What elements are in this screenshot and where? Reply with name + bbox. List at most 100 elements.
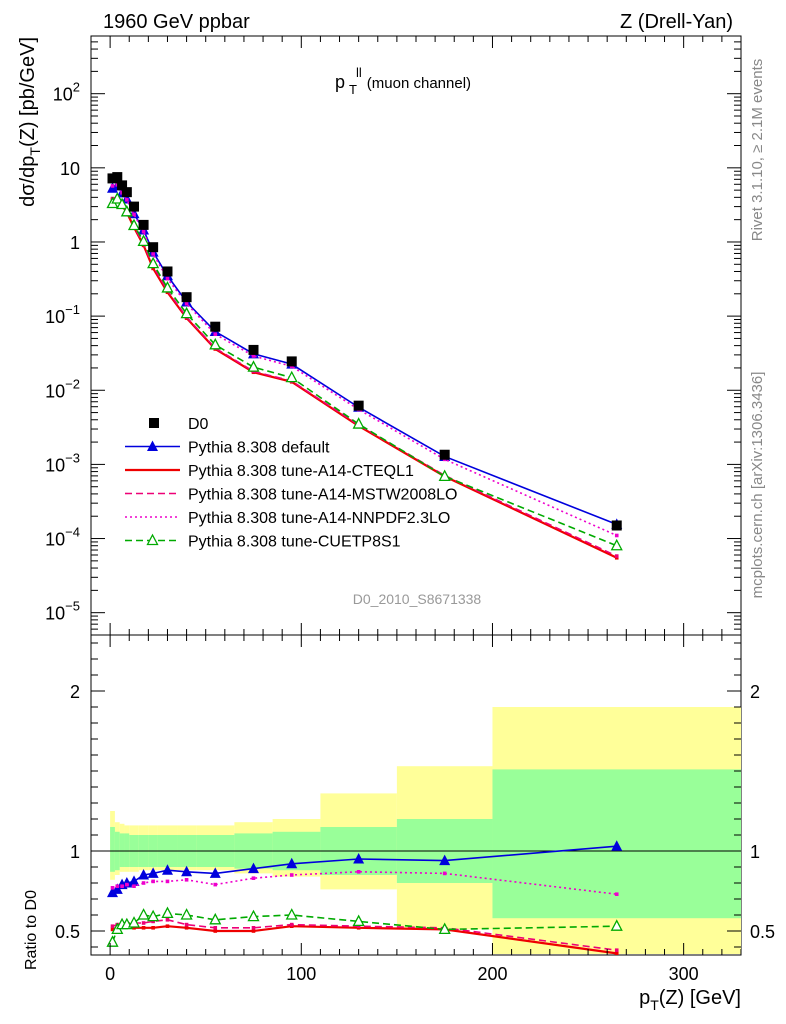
legend-entry-4: Pythia 8.308 tune-A14-NNPDF2.3LO bbox=[125, 510, 450, 527]
legend-label-1: Pythia 8.308 default bbox=[188, 440, 330, 457]
legend-label-0: D0 bbox=[188, 416, 209, 433]
ratio-series-3 bbox=[110, 870, 619, 896]
legend-label-5: Pythia 8.308 tune-CUETP8S1 bbox=[188, 534, 401, 551]
ratio-series bbox=[106, 840, 623, 955]
main-point-4-10 bbox=[251, 354, 256, 358]
ratio-point-4-6 bbox=[147, 909, 160, 922]
ratio-point-0-7 bbox=[161, 864, 173, 875]
ratio-point-1-4 bbox=[132, 926, 136, 930]
y-tick-exp: −1 bbox=[65, 302, 80, 317]
header-left: 1960 GeV ppbar bbox=[103, 11, 250, 33]
ratio-point-3-7 bbox=[165, 879, 170, 884]
y-tick-exp: −3 bbox=[65, 450, 80, 465]
main-point-5-2 bbox=[115, 197, 129, 210]
main-point-4-5 bbox=[141, 229, 146, 234]
legend-entry-1: Pythia 8.308 default bbox=[125, 440, 330, 457]
ratio-point-1-6 bbox=[151, 926, 155, 930]
y-tick-label-ratio-right-0.5: 0.5 bbox=[750, 922, 775, 942]
ratio-point-4-13 bbox=[438, 922, 451, 935]
header-right: Z (Drell-Yan) bbox=[620, 11, 733, 33]
main-point-4-0 bbox=[110, 184, 115, 188]
ratio-series-0 bbox=[107, 840, 623, 898]
ratio-point-4-14 bbox=[610, 919, 623, 931]
main-point-5-5 bbox=[137, 234, 150, 246]
legend: D0 Pythia 8.308 default Pythia 8.308 tune-… bbox=[125, 416, 457, 551]
ratio-point-3-8 bbox=[184, 878, 189, 882]
y-tick-base: 10 bbox=[45, 307, 65, 327]
y-tick-label-ratio-left-1: 1 bbox=[70, 842, 80, 862]
ratio-point-2-12 bbox=[356, 924, 361, 928]
y-tick-label-main-4: 10−1 bbox=[45, 302, 80, 327]
y-tick-label-main-7: 102 bbox=[53, 80, 80, 105]
ratio-point-0-4 bbox=[128, 875, 140, 886]
xlabel-part-1: p bbox=[639, 987, 650, 1009]
main-point-0-11 bbox=[286, 356, 297, 367]
x-tick-label-0: 0 bbox=[105, 964, 115, 984]
ylabel-part-1: dσ/dp bbox=[17, 156, 39, 207]
ratio-point-3-13 bbox=[442, 871, 447, 876]
main-series bbox=[106, 172, 623, 560]
x-tick-label-200: 200 bbox=[477, 964, 507, 984]
ratio-point-2-9 bbox=[213, 926, 218, 930]
y-tick-label-ratio-right-2: 2 bbox=[750, 682, 760, 702]
y-tick-base: 10 bbox=[45, 455, 65, 475]
main-series-5 bbox=[106, 192, 623, 551]
ratio-point-4-4 bbox=[127, 916, 141, 928]
legend-label-2: Pythia 8.308 tune-A14-CTEQL1 bbox=[188, 463, 414, 480]
y-tick-label-main-3: 10−2 bbox=[45, 376, 80, 401]
y-tick-base: 10 bbox=[45, 381, 65, 401]
main-point-0-2 bbox=[117, 180, 128, 191]
ratio-point-2-5 bbox=[141, 921, 146, 925]
ratio-point-4-11 bbox=[285, 908, 298, 920]
analysis-id: D0_2010_S8671338 bbox=[353, 591, 482, 607]
y-tick-exp: −4 bbox=[65, 525, 80, 540]
main-point-5-14 bbox=[610, 538, 623, 551]
ratio-point-3-1 bbox=[115, 884, 120, 888]
x-tick-label-100: 100 bbox=[286, 964, 316, 984]
legend-entry-0: D0 bbox=[149, 416, 209, 433]
ratio-point-0-14 bbox=[611, 840, 623, 851]
ratio-point-4-7 bbox=[161, 906, 174, 919]
main-point-5-12 bbox=[352, 417, 365, 429]
ratio-point-4-12 bbox=[352, 914, 365, 927]
main-point-5-6 bbox=[147, 256, 160, 269]
ratio-point-2-10 bbox=[251, 926, 256, 930]
y-tick-exp: −5 bbox=[65, 599, 80, 614]
ratio-point-0-11 bbox=[286, 857, 298, 869]
ratio-point-3-4 bbox=[132, 884, 136, 888]
ratio-point-0-10 bbox=[248, 862, 259, 874]
ratio-point-3-3 bbox=[125, 882, 129, 887]
ratio-point-3-6 bbox=[151, 879, 155, 884]
y-tick-label-main-1: 10−4 bbox=[45, 525, 80, 550]
ratio-point-3-0 bbox=[110, 886, 115, 890]
main-point-0-13 bbox=[439, 449, 450, 460]
main-point-2-6 bbox=[151, 266, 155, 271]
green-band-3 bbox=[124, 833, 130, 867]
ratio-point-0-0 bbox=[107, 886, 119, 898]
ratio-point-4-10 bbox=[247, 909, 260, 922]
legend-entry-3: Pythia 8.308 tune-A14-MSTW2008LO bbox=[125, 487, 457, 504]
rivet-label: Rivet 3.1.10, ≥ 2.1M events bbox=[749, 59, 766, 242]
ratio-point-1-10 bbox=[251, 929, 256, 933]
main-point-0-12 bbox=[353, 400, 364, 411]
y-tick-label-main-6: 10 bbox=[60, 159, 80, 179]
main-point-0-1 bbox=[112, 172, 123, 183]
y-tick-exp: −2 bbox=[65, 376, 80, 391]
ratio-point-1-0 bbox=[110, 927, 115, 932]
main-point-5-11 bbox=[285, 370, 298, 383]
ratio-point-2-8 bbox=[184, 922, 189, 927]
ratio-point-0-9 bbox=[209, 867, 221, 878]
y-tick-label-ratio-left-2: 2 bbox=[70, 682, 80, 702]
panel-title: p T ll (muon channel) bbox=[335, 61, 471, 98]
ratio-point-1-7 bbox=[165, 924, 170, 928]
legend-swatch-0 bbox=[149, 418, 159, 428]
xlabel-part-2: (Z) [GeV] bbox=[659, 987, 741, 1009]
legend-entry-2: Pythia 8.308 tune-A14-CTEQL1 bbox=[125, 463, 414, 480]
main-point-5-1 bbox=[111, 192, 124, 204]
ratio-point-3-2 bbox=[120, 884, 124, 888]
main-point-5-4 bbox=[127, 218, 141, 231]
main-point-5-13 bbox=[438, 469, 451, 481]
main-point-5-10 bbox=[247, 360, 260, 372]
y-tick-label-main-5: 1 bbox=[70, 233, 80, 253]
